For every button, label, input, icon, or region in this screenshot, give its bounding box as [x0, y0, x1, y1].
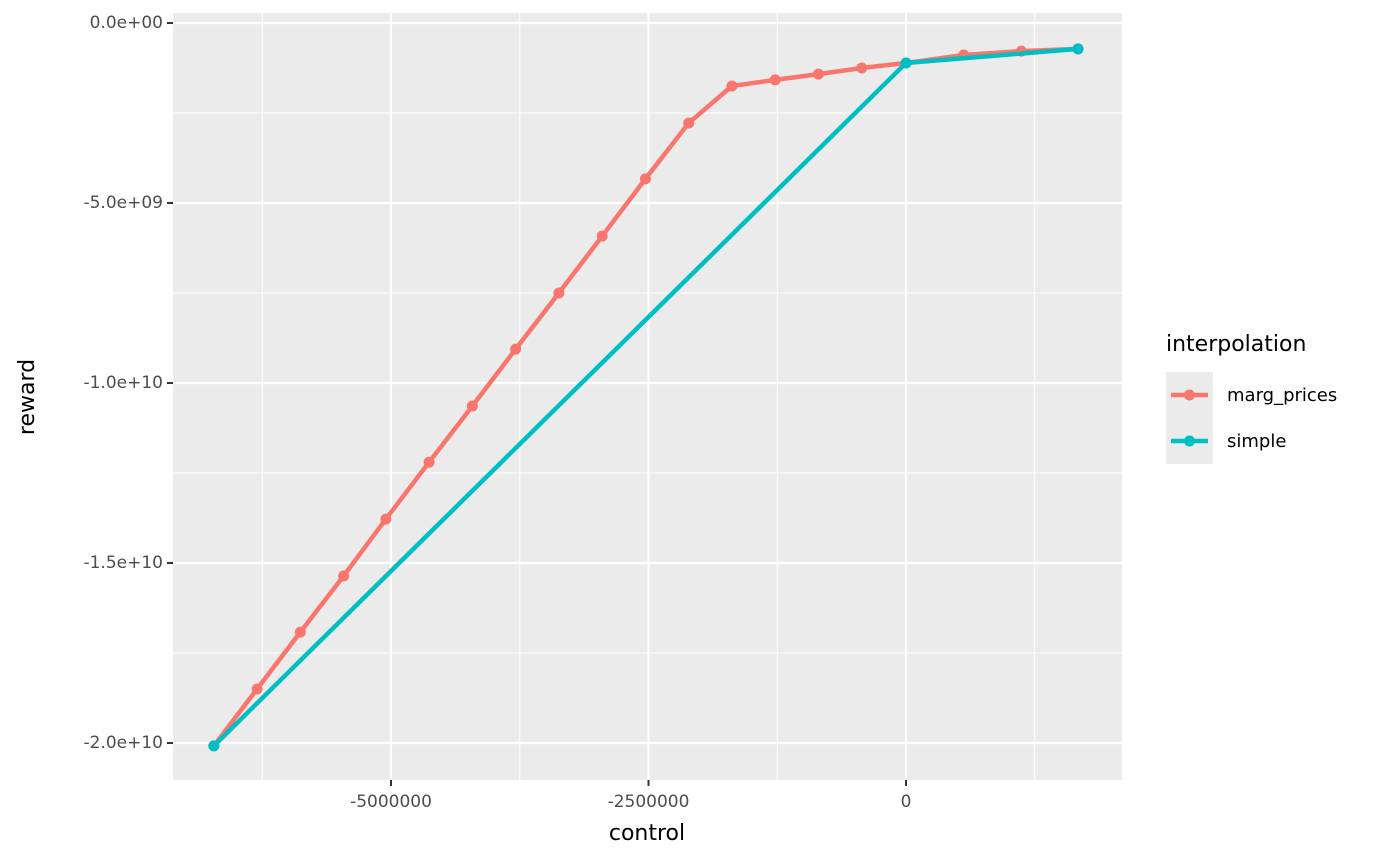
point [900, 57, 912, 69]
legend-title: interpolation [1166, 332, 1306, 357]
point [1072, 43, 1084, 55]
x-axis-title: control [609, 821, 685, 846]
legend-point [1184, 389, 1195, 401]
point [294, 626, 306, 638]
point [683, 117, 695, 129]
point [380, 513, 392, 525]
x-tick-label: 0 [901, 792, 912, 812]
point [251, 683, 263, 695]
legend-point [1184, 435, 1195, 447]
legend-label: marg_prices [1227, 385, 1337, 406]
y-tick-label: -1.5e+10 [83, 553, 163, 573]
point [338, 570, 350, 582]
y-tick-label: -1.0e+10 [83, 373, 163, 393]
point [726, 80, 738, 92]
point [639, 173, 651, 185]
point [856, 62, 868, 74]
point [812, 68, 824, 80]
point [596, 230, 608, 242]
series-line [212, 46, 1079, 748]
point [769, 74, 781, 86]
y-tick-label: 0.0e+00 [90, 13, 163, 33]
y-tick-label: -5.0e+09 [83, 193, 163, 213]
legend-label: simple [1227, 431, 1286, 452]
x-tick-label: -5000000 [350, 792, 432, 812]
point [208, 740, 220, 752]
point [510, 343, 522, 355]
point [466, 400, 478, 412]
point [423, 456, 435, 468]
point [553, 287, 565, 299]
y-tick-label: -2.0e+10 [83, 733, 163, 753]
y-axis-title: reward [15, 359, 40, 435]
x-tick-label: -2500000 [608, 792, 690, 812]
